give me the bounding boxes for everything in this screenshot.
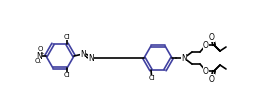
Text: N: N <box>36 52 42 60</box>
Text: Cl: Cl <box>149 75 155 81</box>
Text: +: + <box>39 51 44 56</box>
Text: Cl: Cl <box>64 72 70 78</box>
Text: N: N <box>181 54 187 62</box>
Text: O: O <box>203 41 209 50</box>
Text: O: O <box>209 33 215 42</box>
Text: O: O <box>203 66 209 75</box>
Text: N: N <box>88 54 94 62</box>
Text: Cl: Cl <box>64 34 70 40</box>
Text: N: N <box>80 50 86 58</box>
Text: -: - <box>38 60 41 65</box>
Text: O: O <box>38 46 43 52</box>
Text: O: O <box>35 58 40 64</box>
Text: O: O <box>209 74 215 83</box>
